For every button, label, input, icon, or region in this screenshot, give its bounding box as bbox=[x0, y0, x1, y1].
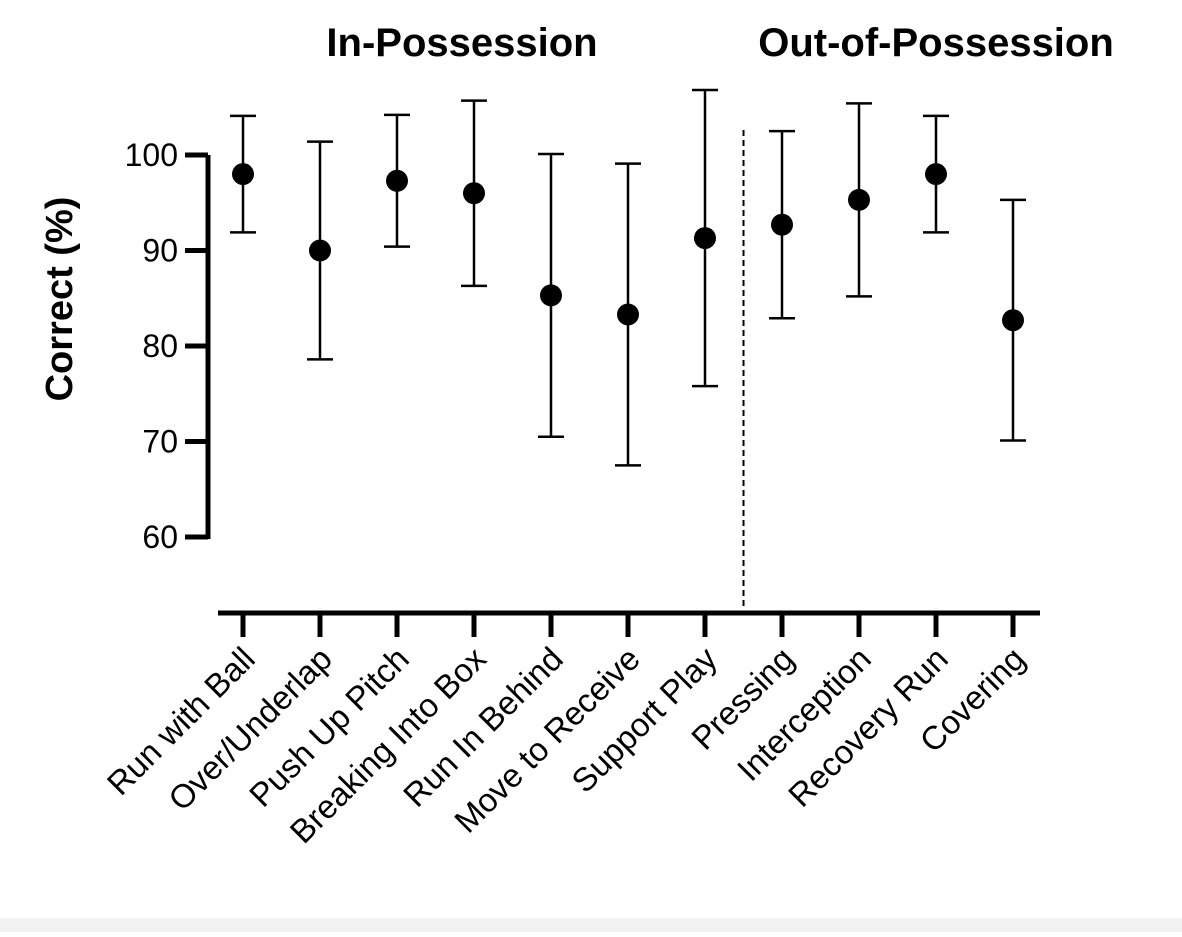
y-axis: 60 70 80 90 100 bbox=[125, 137, 211, 555]
group-label-out-of-possession: Out-of-Possession bbox=[758, 21, 1114, 65]
data-point bbox=[694, 227, 716, 250]
data-points bbox=[232, 163, 1024, 332]
group-labels: In-Possession Out-of-Possession bbox=[326, 21, 1113, 65]
x-axis bbox=[218, 610, 1040, 637]
data-point bbox=[463, 182, 485, 205]
error-bars bbox=[230, 88, 1026, 467]
data-point bbox=[309, 239, 331, 262]
y-tick-label-100: 100 bbox=[125, 137, 178, 173]
group-label-in-possession: In-Possession bbox=[326, 21, 597, 65]
y-tick-label-60: 60 bbox=[142, 519, 178, 555]
data-point bbox=[848, 188, 870, 211]
data-point bbox=[617, 303, 639, 326]
y-tick-label-70: 70 bbox=[142, 424, 178, 460]
y-tick-label-80: 80 bbox=[142, 328, 178, 364]
data-point bbox=[232, 163, 254, 186]
data-point bbox=[771, 213, 793, 236]
y-axis-title: Correct (%) bbox=[39, 197, 81, 402]
data-point bbox=[925, 163, 947, 186]
data-point bbox=[386, 169, 408, 192]
bottom-band bbox=[0, 918, 1182, 932]
y-tick-label-90: 90 bbox=[142, 233, 178, 269]
data-point bbox=[1002, 309, 1024, 332]
data-point bbox=[540, 284, 562, 307]
